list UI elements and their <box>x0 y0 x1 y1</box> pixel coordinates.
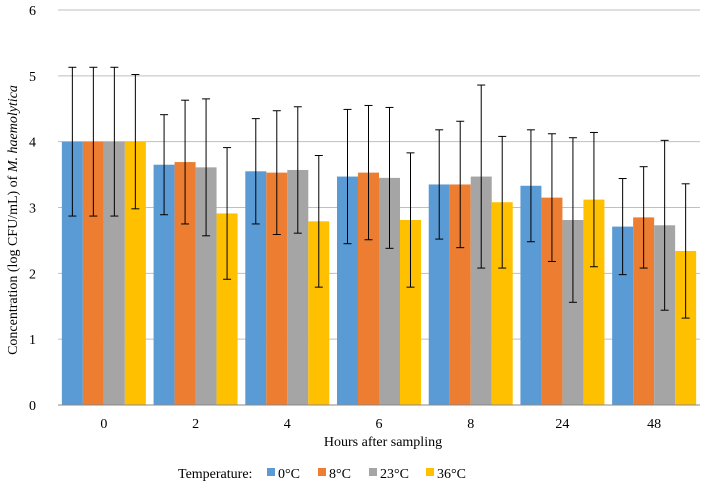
y-tick-label: 4 <box>29 136 36 151</box>
bar <box>266 172 288 405</box>
bar <box>61 141 83 405</box>
legend-label: 0°C <box>278 467 300 482</box>
bar <box>428 184 450 405</box>
y-tick-labels: 0 1 2 3 4 5 6 <box>29 4 36 414</box>
bar <box>153 164 175 405</box>
x-tick-label: 24 <box>555 417 569 432</box>
bar <box>562 220 584 405</box>
bar <box>491 202 513 405</box>
x-tick-label: 8 <box>467 417 474 432</box>
bar <box>308 221 330 405</box>
legend-swatch <box>426 468 434 476</box>
bar <box>216 213 238 405</box>
legend-swatch <box>318 468 326 476</box>
legend-title: Temperature: <box>178 467 252 482</box>
bar <box>675 250 697 405</box>
bar <box>358 172 379 405</box>
bar <box>400 220 421 405</box>
bar <box>245 171 267 405</box>
y-tick-label: 3 <box>29 202 36 217</box>
bar <box>654 225 676 405</box>
bar <box>612 226 634 405</box>
y-tick-label: 5 <box>29 70 36 85</box>
bar <box>633 217 655 405</box>
bar <box>287 169 309 405</box>
y-tick-label: 0 <box>29 399 36 414</box>
legend-swatch <box>369 468 377 476</box>
bar <box>541 197 563 405</box>
legend-label: 8°C <box>329 467 351 482</box>
legend-label: 36°C <box>437 467 466 482</box>
bar <box>103 141 125 405</box>
legend: Temperature: 0°C 8°C 23°C 36°C <box>178 467 466 482</box>
bar <box>337 176 358 405</box>
bar <box>174 162 196 405</box>
y-tick-label: 1 <box>29 333 36 348</box>
x-tick-label: 2 <box>192 417 199 432</box>
bar <box>449 184 471 405</box>
legend-swatch <box>267 468 275 476</box>
x-axis-title: Hours after sampling <box>324 435 442 450</box>
legend-label: 23°C <box>380 467 409 482</box>
x-tick-label: 4 <box>284 417 291 432</box>
bar <box>82 141 104 405</box>
y-tick-label: 2 <box>29 267 36 282</box>
y-axis-title: Concentration (log CFU/mL) of M. haemoly… <box>6 85 21 355</box>
x-tick-label: 48 <box>647 417 661 432</box>
error-bars <box>68 66 690 319</box>
y-axis-title-species: M. haemolytica <box>6 85 21 173</box>
bar <box>520 185 542 405</box>
y-tick-label: 6 <box>29 4 36 19</box>
bar-series <box>61 141 697 405</box>
bar <box>124 141 146 405</box>
bar <box>583 199 605 405</box>
x-tick-labels: 0 2 4 6 8 24 48 <box>100 417 661 432</box>
x-tick-label: 0 <box>100 417 107 432</box>
bar <box>470 176 492 405</box>
bar <box>195 167 217 405</box>
x-tick-label: 6 <box>376 417 383 432</box>
bar <box>379 177 400 405</box>
y-axis-title-prefix: Concentration (log CFU/mL) of <box>6 172 21 355</box>
